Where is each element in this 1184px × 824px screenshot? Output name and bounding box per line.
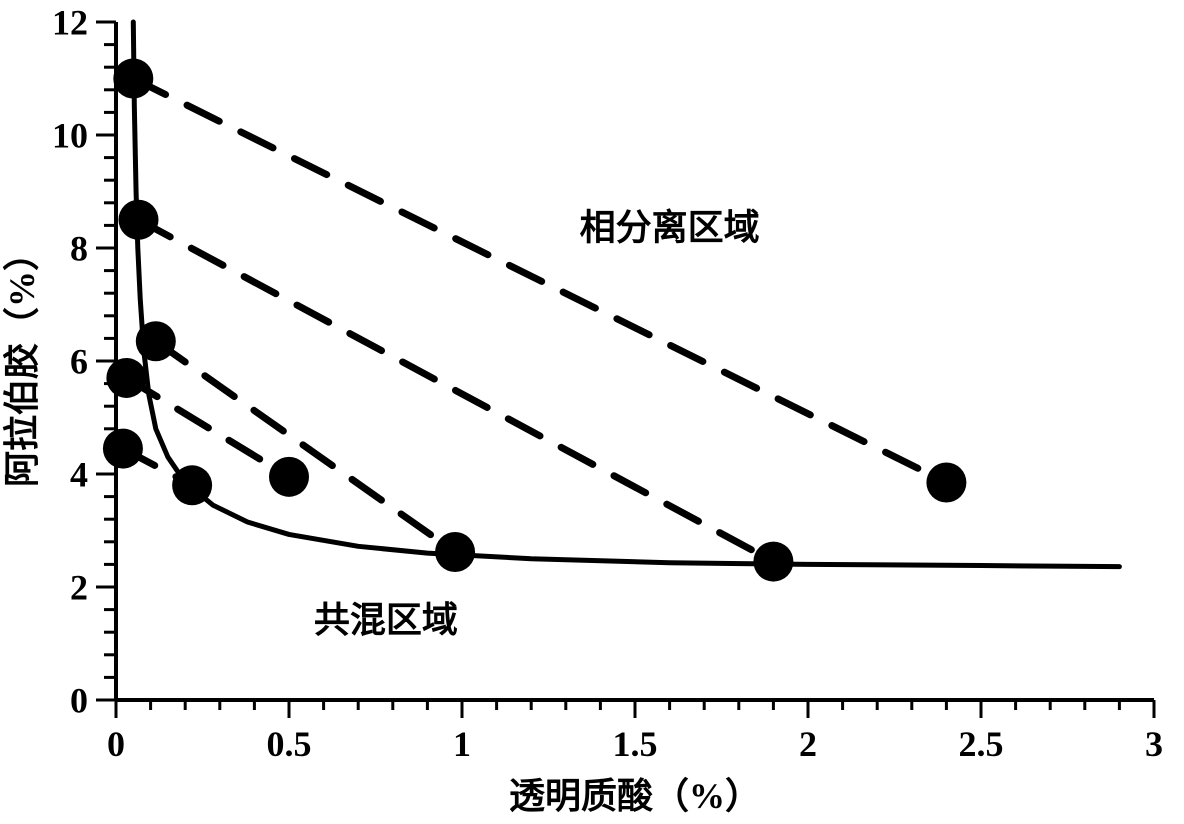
data-point (118, 200, 158, 240)
data-point (136, 321, 176, 361)
data-point (172, 465, 212, 505)
data-point (106, 358, 146, 398)
region-annotation: 相分离区域 (580, 208, 760, 248)
x-tick-label: 0.5 (267, 724, 312, 764)
x-tick-label: 2.5 (959, 724, 1004, 764)
y-axis-label: 阿拉伯胶（%） (2, 235, 42, 487)
chart-svg: 0 0.5 1 1.5 2 2.5 3 透明质酸（%） 0 2 4 6 8 10 12 阿拉伯胶（%） 相分离区… (0, 0, 1184, 824)
x-tick-label: 1 (453, 724, 471, 764)
y-tick-label: 6 (70, 342, 88, 382)
phase-diagram-chart: 0 0.5 1 1.5 2 2.5 3 透明质酸（%） 0 2 4 6 8 10 12 阿拉伯胶（%） 相分离区… (0, 0, 1184, 824)
y-tick-label: 2 (70, 568, 88, 608)
y-tick-label: 10 (52, 116, 88, 156)
region-annotation: 共混区域 (314, 600, 458, 640)
y-tick-label: 4 (70, 455, 88, 495)
x-tick-label: 0 (107, 724, 125, 764)
y-tick-label: 0 (70, 681, 88, 721)
x-tick-label: 3 (1145, 724, 1163, 764)
x-tick-label: 2 (799, 724, 817, 764)
data-point (269, 457, 309, 497)
y-tick-label: 8 (70, 229, 88, 269)
data-point (753, 542, 793, 582)
data-point (926, 462, 966, 502)
data-point (103, 429, 143, 469)
y-tick-label: 12 (52, 3, 88, 43)
x-tick-label: 1.5 (613, 724, 658, 764)
data-point (435, 532, 475, 572)
x-axis-label: 透明质酸（%） (509, 776, 761, 816)
data-point (113, 59, 153, 99)
